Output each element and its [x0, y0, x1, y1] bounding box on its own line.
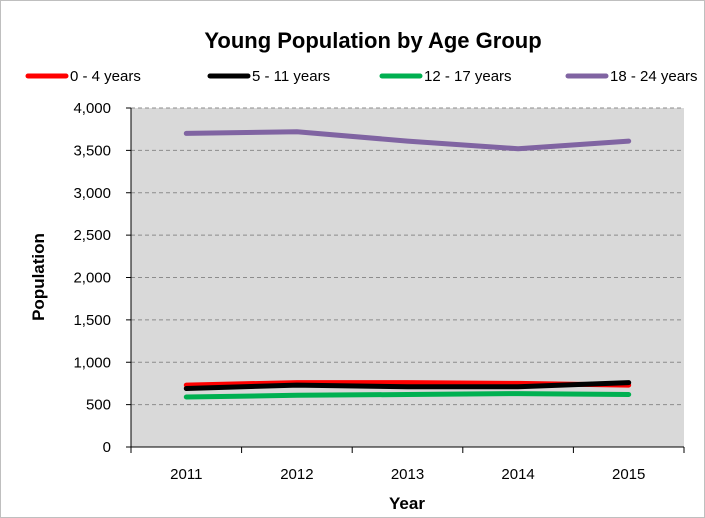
- x-tick-label: 2015: [612, 466, 645, 483]
- x-tick-label: 2012: [280, 466, 313, 483]
- y-tick-label: 2,000: [73, 270, 111, 287]
- y-axis-title: Population: [29, 233, 48, 321]
- series-line-2: [183, 380, 632, 391]
- legend-label: 5 - 11 years: [252, 68, 330, 85]
- legend-label: 12 - 17 years: [424, 68, 512, 85]
- x-tick-labels: 2011 2012 2013 2014 2015: [130, 447, 685, 483]
- grid-lines: [131, 107, 684, 406]
- y-tick-label: 1,000: [73, 354, 111, 371]
- x-axis-title: Year: [389, 494, 425, 513]
- series-line-3: [183, 391, 632, 400]
- y-tick-label: 500: [86, 397, 111, 414]
- legend: 0 - 4 years 5 - 11 years 12 - 17 years 18 -…: [25, 68, 698, 85]
- y-tick-labels: 0 500 1,000 1,500 2,000 2,500 3,000 3,500 4,000: [73, 100, 131, 456]
- legend-label: 18 - 24 years: [610, 68, 698, 85]
- x-tick-label: 2011: [170, 466, 202, 483]
- y-tick-label: 3,000: [73, 185, 111, 202]
- y-tick-label: 3,500: [73, 142, 111, 159]
- legend-label: 0 - 4 years: [70, 68, 141, 85]
- chart-title: Young Population by Age Group: [204, 28, 541, 53]
- y-tick-label: 4,000: [73, 100, 111, 117]
- y-tick-label: 2,500: [73, 227, 111, 244]
- series-line-4: [183, 129, 632, 152]
- series-lines: [183, 129, 632, 400]
- x-tick-label: 2014: [501, 466, 534, 483]
- y-tick-label: 1,500: [73, 312, 111, 329]
- x-tick-label: 2013: [391, 466, 424, 483]
- y-tick-label: 0: [103, 439, 111, 456]
